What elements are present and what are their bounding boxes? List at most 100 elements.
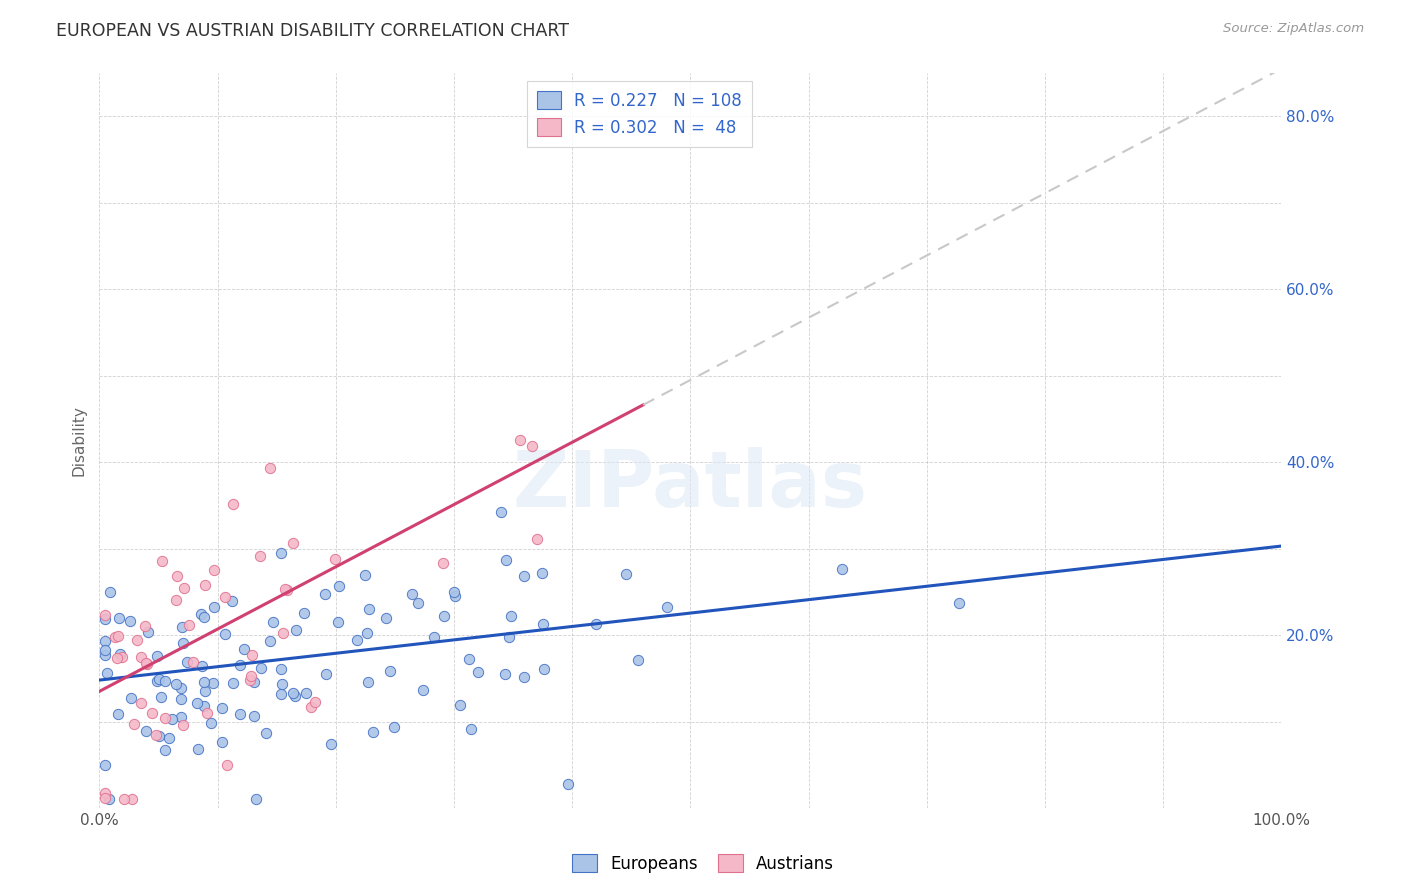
Point [557, 777, 579, 791]
Point [187, 742, 209, 756]
Point [107, 629, 129, 643]
Point [328, 579, 350, 593]
Point [195, 706, 218, 721]
Point [627, 653, 650, 667]
Point [222, 676, 245, 690]
Point [165, 677, 187, 691]
Point [245, 792, 267, 806]
Point [94, 612, 117, 626]
Point [94, 608, 117, 623]
Point [172, 717, 194, 731]
Legend: Europeans, Austrians: Europeans, Austrians [565, 847, 841, 880]
Point [281, 686, 304, 700]
Point [494, 667, 516, 681]
Point [406, 596, 429, 610]
Point [270, 687, 292, 701]
Text: Source: ZipAtlas.com: Source: ZipAtlas.com [1223, 22, 1364, 36]
Text: ZIPatlas: ZIPatlas [513, 447, 868, 523]
Point [274, 582, 297, 597]
Point [259, 634, 281, 648]
Point [533, 662, 555, 676]
Point [157, 731, 180, 746]
Point [94, 791, 117, 805]
Point [127, 632, 149, 647]
Point [94, 786, 117, 800]
Point [271, 676, 294, 690]
Point [211, 735, 233, 749]
Point [315, 667, 337, 681]
Point [239, 673, 262, 687]
Point [412, 683, 434, 698]
Point [153, 711, 176, 725]
Point [256, 726, 278, 740]
Point [531, 617, 554, 632]
Text: EUROPEAN VS AUSTRIAN DISABILITY CORRELATION CHART: EUROPEAN VS AUSTRIAN DISABILITY CORRELAT… [56, 22, 569, 40]
Point [200, 715, 222, 730]
Point [270, 662, 292, 676]
Point [120, 690, 142, 705]
Point [614, 567, 637, 582]
Point [202, 676, 225, 690]
Point [499, 608, 522, 623]
Point [170, 710, 193, 724]
Point [150, 554, 173, 568]
Point [240, 669, 263, 683]
Point [326, 615, 349, 630]
Point [354, 567, 377, 582]
Point [229, 706, 252, 721]
Point [135, 657, 157, 672]
Point [172, 619, 194, 633]
Point [94, 648, 117, 662]
Point [284, 624, 307, 638]
Point [259, 460, 281, 475]
Point [107, 707, 129, 722]
Point [166, 569, 188, 583]
Point [172, 636, 194, 650]
Point [509, 433, 531, 447]
Point [359, 601, 381, 615]
Point [323, 551, 346, 566]
Point [177, 618, 200, 632]
Point [222, 497, 245, 511]
Point [202, 599, 225, 614]
Point [520, 439, 543, 453]
Point [356, 626, 378, 640]
Point [108, 611, 131, 625]
Point [294, 606, 316, 620]
Point [194, 577, 217, 591]
Point [131, 650, 153, 665]
Point [380, 664, 402, 678]
Point [457, 652, 479, 666]
Point [170, 681, 193, 696]
Point [98, 792, 121, 806]
Point [211, 700, 233, 714]
Point [94, 758, 117, 772]
Point [467, 665, 489, 679]
Point [423, 630, 446, 644]
Point [513, 569, 536, 583]
Point [146, 648, 169, 663]
Point [149, 690, 172, 704]
Point [249, 549, 271, 563]
Point [105, 651, 128, 665]
Point [319, 737, 342, 751]
Point [136, 624, 159, 639]
Point [432, 556, 454, 570]
Point [281, 536, 304, 550]
Point [193, 674, 215, 689]
Point [240, 648, 263, 663]
Point [526, 533, 548, 547]
Point [148, 673, 170, 687]
Point [374, 610, 396, 624]
Point [284, 690, 307, 704]
Y-axis label: Disability: Disability [72, 405, 86, 476]
Point [214, 626, 236, 640]
Point [655, 600, 678, 615]
Point [443, 589, 465, 603]
Point [443, 585, 465, 599]
Point [153, 673, 176, 688]
Point [271, 626, 294, 640]
Point [145, 728, 167, 742]
Point [173, 581, 195, 595]
Point [94, 634, 117, 648]
